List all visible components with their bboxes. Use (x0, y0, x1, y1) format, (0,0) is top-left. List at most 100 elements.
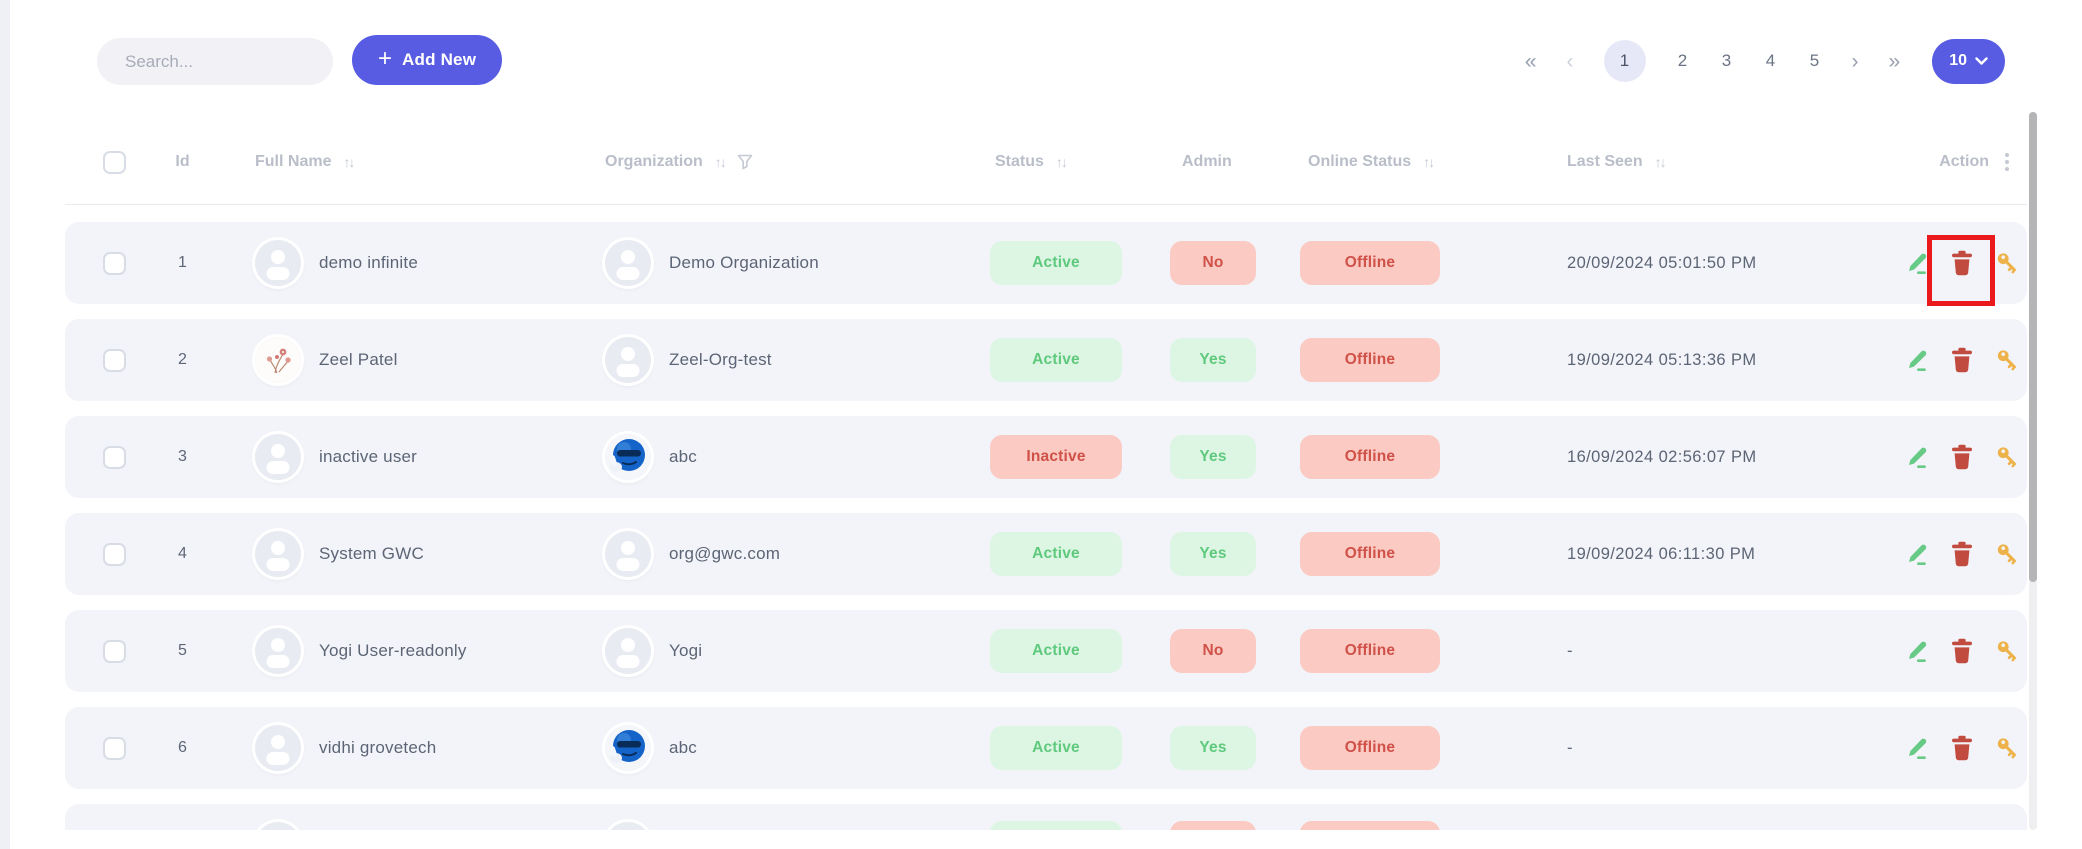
table-row: 4 (65, 513, 2027, 595)
organization-text: Yogi (669, 641, 703, 660)
reset-key-icon (1997, 349, 2017, 370)
reset-password-button[interactable] (1995, 444, 2021, 470)
admin-badge: No (1170, 241, 1256, 285)
admin-badge: Yes (1170, 435, 1256, 479)
header-action: Action (1875, 151, 2027, 173)
online-status-badge: Offline (1300, 338, 1440, 382)
select-all-checkbox[interactable] (103, 150, 126, 174)
organization-avatar (605, 822, 651, 830)
organization-avatar (605, 725, 651, 771)
online-status-badge (1300, 820, 1440, 830)
page-number-button[interactable]: 4 (1765, 51, 1776, 70)
admin-badge (1170, 820, 1256, 830)
edit-button[interactable] (1903, 250, 1929, 276)
column-menu-kebab-icon[interactable] (2003, 151, 2011, 173)
header-status[interactable]: Status ↑↓ (995, 153, 1068, 170)
page-number-button[interactable]: 3 (1721, 51, 1732, 70)
delete-trash-icon (1952, 347, 1972, 373)
online-status-badge: Offline (1300, 629, 1440, 673)
admin-badge: Yes (1170, 338, 1256, 382)
edit-button[interactable] (1903, 347, 1929, 373)
reset-password-button[interactable] (1995, 638, 2021, 664)
reset-password-button[interactable] (1995, 735, 2021, 761)
header-full-name[interactable]: Full Name ↑↓ (255, 153, 355, 170)
reset-key-icon (1997, 543, 2017, 564)
row-checkbox[interactable] (103, 736, 126, 760)
organization-avatar (605, 240, 651, 286)
search-input[interactable] (97, 51, 333, 72)
delete-button[interactable] (1949, 347, 1975, 373)
organization-avatar (605, 531, 651, 577)
edit-button[interactable] (1903, 638, 1929, 664)
row-checkbox[interactable] (103, 348, 126, 372)
edit-pencil-icon (1908, 738, 1926, 759)
edit-pencil-icon (1908, 253, 1926, 274)
last-seen-text: - (1567, 641, 1573, 660)
page-number-button[interactable]: 5 (1809, 51, 1820, 70)
admin-badge: No (1170, 629, 1256, 673)
table-row (65, 804, 2027, 830)
prev-page-button[interactable]: ‹ (1566, 49, 1574, 73)
organization-avatar (605, 337, 651, 383)
row-id: 6 (178, 739, 187, 756)
delete-button[interactable] (1927, 235, 1995, 306)
reset-key-icon (1997, 252, 2017, 273)
filter-funnel-icon[interactable] (737, 154, 753, 170)
edit-button[interactable] (1903, 735, 1929, 761)
header-admin[interactable]: Admin (1182, 153, 1232, 170)
sort-icon[interactable]: ↑↓ (343, 154, 355, 170)
row-checkbox[interactable] (103, 251, 126, 275)
row-checkbox[interactable] (103, 445, 126, 469)
online-status-badge: Offline (1300, 532, 1440, 576)
page-size-value: 10 (1949, 52, 1967, 69)
edit-button[interactable] (1903, 541, 1929, 567)
full-name-text: vidhi grovetech (319, 738, 437, 757)
delete-button[interactable] (1949, 541, 1975, 567)
row-id: 5 (178, 642, 187, 659)
scrollbar-thumb[interactable] (2029, 112, 2037, 582)
table-row: 3 (65, 416, 2027, 498)
add-new-button[interactable]: + Add New (352, 35, 503, 85)
table-row: 2 (65, 319, 2027, 401)
status-badge: Active (990, 629, 1122, 673)
full-name-text: Zeel Patel (319, 350, 398, 369)
header-organization[interactable]: Organization ↑↓ (585, 153, 970, 171)
header-last-seen[interactable]: Last Seen ↑↓ (1567, 153, 1667, 170)
status-badge: Active (990, 241, 1122, 285)
delete-button[interactable] (1949, 735, 1975, 761)
table-row: 5 (65, 610, 2027, 692)
sort-icon[interactable]: ↑↓ (1423, 154, 1435, 170)
page-size-dropdown[interactable]: 10 (1932, 38, 2005, 84)
user-avatar (255, 240, 301, 286)
last-seen-text: 20/09/2024 05:01:50 PM (1567, 253, 1757, 272)
reset-password-button[interactable] (1995, 250, 2021, 276)
last-seen-text: 19/09/2024 06:11:30 PM (1567, 544, 1756, 563)
last-page-button[interactable]: » (1888, 49, 1901, 73)
row-checkbox[interactable] (103, 542, 126, 566)
reset-password-button[interactable] (1995, 541, 2021, 567)
first-page-button[interactable]: « (1524, 49, 1537, 73)
header-online-status[interactable]: Online Status ↑↓ (1308, 153, 1435, 170)
online-status-badge: Offline (1300, 241, 1440, 285)
table-header-row: Id Full Name ↑↓ Organization ↑↓ Status ↑… (65, 120, 2027, 205)
header-id[interactable]: Id (175, 153, 190, 170)
next-page-button[interactable]: › (1851, 49, 1859, 73)
delete-trash-icon (1952, 250, 1972, 276)
page-number-button[interactable]: 1 (1603, 40, 1646, 82)
edit-pencil-icon (1908, 544, 1926, 565)
row-checkbox[interactable] (103, 639, 126, 663)
reset-password-button[interactable] (1995, 347, 2021, 373)
status-badge: Active (990, 338, 1122, 382)
page-number-button[interactable]: 2 (1677, 51, 1688, 70)
sort-icon[interactable]: ↑↓ (1654, 154, 1667, 170)
sort-icon[interactable]: ↑↓ (714, 154, 727, 170)
delete-trash-icon (1952, 735, 1972, 761)
delete-button[interactable] (1949, 638, 1975, 664)
delete-trash-icon (1952, 444, 1972, 470)
edit-button[interactable] (1903, 444, 1929, 470)
online-status-badge: Offline (1300, 726, 1440, 770)
delete-trash-icon (1952, 541, 1972, 567)
sort-icon[interactable]: ↑↓ (1055, 154, 1068, 170)
delete-button[interactable] (1949, 444, 1975, 470)
